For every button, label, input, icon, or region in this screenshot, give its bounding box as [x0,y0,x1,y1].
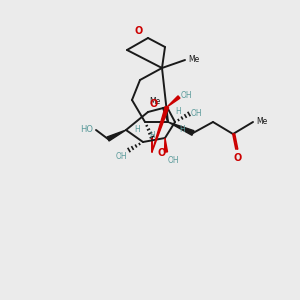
Polygon shape [168,122,194,135]
Polygon shape [152,106,169,152]
Polygon shape [167,96,180,107]
Text: OH: OH [116,152,127,161]
Text: Me: Me [256,118,267,127]
Text: O: O [157,148,165,158]
Polygon shape [107,130,126,141]
Text: H: H [175,107,181,116]
Text: OH: OH [191,110,202,118]
Text: H: H [179,125,185,134]
Text: O: O [150,99,158,109]
Text: O: O [234,153,242,163]
Polygon shape [164,138,167,152]
Text: HO: HO [80,124,93,134]
Text: H: H [149,131,155,140]
Text: H: H [134,125,140,134]
Text: Me: Me [149,97,160,106]
Text: OH: OH [181,92,193,100]
Text: OH: OH [168,156,180,165]
Text: O: O [135,26,143,36]
Text: Me: Me [188,56,199,64]
